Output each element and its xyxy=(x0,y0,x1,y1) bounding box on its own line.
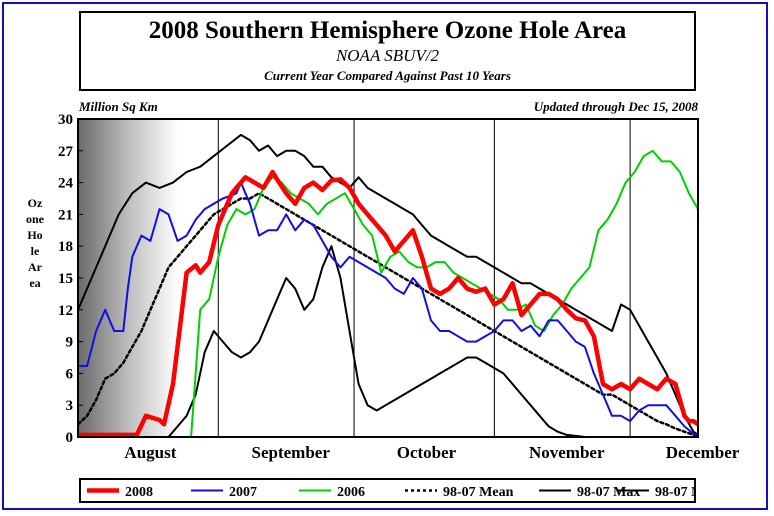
y-tick-label: 9 xyxy=(66,335,74,351)
series-line-98-07-min xyxy=(78,245,698,437)
y-tick-label: 3 xyxy=(66,398,74,414)
chart-subtitle-2: Current Year Compared Against Past 10 Ye… xyxy=(264,68,511,83)
y-tick-label: 18 xyxy=(58,239,73,255)
month-label-november: November xyxy=(529,443,605,462)
grid-lines xyxy=(217,119,631,437)
series-line-98-07-mean xyxy=(78,191,698,437)
month-label-december: December xyxy=(666,443,740,462)
chart-subtitle: NOAA SBUV/2 xyxy=(335,46,440,65)
legend-label-2007: 2007 xyxy=(229,485,257,500)
updated-label: Updated through Dec 15, 2008 xyxy=(533,99,698,114)
y-tick-label: 21 xyxy=(58,207,73,223)
legend-label-2006: 2006 xyxy=(337,485,365,500)
series-group xyxy=(78,133,698,437)
chart-frame xyxy=(2,2,768,510)
legend-label-98-07-max: 98-07 Max xyxy=(577,485,640,500)
y-tick-label: 24 xyxy=(58,176,74,192)
legend-label-2008: 2008 xyxy=(125,485,153,500)
legend-label-98-07-min: 98-07 Min xyxy=(655,485,694,500)
series-line-2008 xyxy=(78,169,698,437)
y-tick-label: 30 xyxy=(58,112,73,128)
polar-night-shading xyxy=(78,119,178,437)
series-line-2007 xyxy=(78,181,698,436)
y-tick-label: 15 xyxy=(58,271,73,287)
y-tick-label: 0 xyxy=(66,430,74,446)
legend: 2008 2007 2006 98-07 Mean 98-07 Max 98-07 Min xyxy=(79,478,716,503)
units-label: Million Sq Km xyxy=(79,99,158,114)
legend-label-98-07-mean: 98-07 Mean xyxy=(443,485,514,500)
x-month-labels: August September October November December xyxy=(124,443,739,462)
chart-title: 2008 Southern Hemisphere Ozone Hole Area xyxy=(148,17,627,44)
month-label-october: October xyxy=(397,443,457,462)
y-tick-label: 27 xyxy=(58,144,74,160)
y-tick-label: 12 xyxy=(58,303,73,319)
month-label-september: September xyxy=(252,443,331,462)
series-line-98-07-max xyxy=(78,133,698,436)
y-axis-label: Ozone Hole Area xyxy=(26,196,44,290)
month-label-august: August xyxy=(124,443,176,462)
title-box: 2008 Southern Hemisphere Ozone Hole Area… xyxy=(79,11,696,91)
y-tick-label: 6 xyxy=(66,366,74,382)
